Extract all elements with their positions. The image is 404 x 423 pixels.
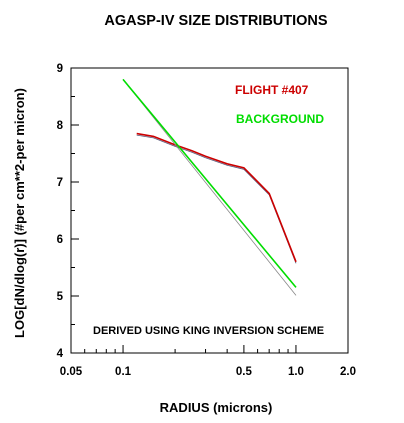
background-line	[122, 78, 297, 288]
x-tick-label: 0.5	[236, 366, 253, 378]
x-tick-label: 2.0	[340, 366, 356, 378]
x-tick-label: 0.05	[60, 366, 83, 378]
plot-border	[70, 67, 349, 354]
y-axis-label: LOG[dN/dlog(r)] (#per cm**2-per micron)	[12, 88, 27, 338]
plot-frame	[70, 67, 349, 354]
inversion-note: DERIVED USING KING INVERSION SCHEME	[93, 325, 324, 337]
flight-407-secondary-line	[136, 134, 297, 264]
y-tick-label: 9	[57, 63, 63, 75]
y-tick-label: 7	[57, 177, 63, 189]
background-secondary-line	[122, 79, 297, 296]
x-tick-label: 0.1	[115, 366, 132, 378]
x-tick-label: 1.0	[288, 366, 304, 378]
y-tick-label: 8	[57, 120, 64, 132]
x-axis-label: RADIUS (microns)	[160, 400, 273, 415]
flight-407-line	[136, 132, 297, 263]
series-layer	[122, 78, 297, 296]
legend-background: BACKGROUND	[236, 112, 324, 126]
x-axis-ticks: 0.05 0.1 0.5 1.0 2.0	[60, 345, 356, 378]
legend-flight-407: FLIGHT #407	[235, 83, 309, 97]
y-tick-label: 6	[57, 234, 63, 246]
y-axis-ticks: 4 5 6 7 8 9	[57, 63, 79, 360]
chart-title: AGASP-IV SIZE DISTRIBUTIONS	[104, 13, 327, 29]
y-tick-label: 5	[57, 291, 64, 303]
y-tick-label: 4	[57, 348, 64, 360]
